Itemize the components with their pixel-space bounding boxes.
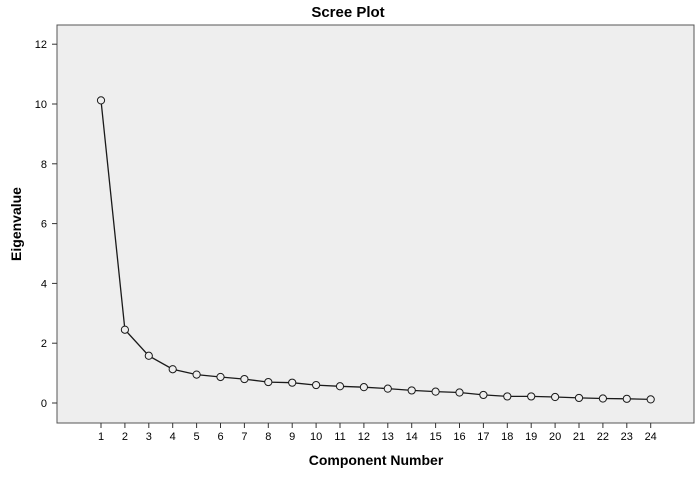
y-tick-label: 0 (41, 398, 47, 410)
data-point (96, 96, 106, 105)
x-tick-label: 23 (621, 431, 633, 443)
data-point (646, 395, 655, 404)
x-axis: 1 2 3 4 5 6 7 8 9 10 11 12 13 14 15 16 17 18 19 20 21 22 23 24 (98, 423, 657, 443)
x-axis-label: Component Number (309, 452, 444, 468)
x-tick-label: 14 (406, 431, 418, 443)
y-tick-label: 4 (41, 278, 47, 290)
y-tick-label: 2 (41, 338, 47, 350)
x-tick-label: 3 (146, 431, 152, 443)
data-point (192, 370, 201, 379)
data-point (144, 351, 153, 360)
data-point (168, 365, 177, 374)
x-tick-label: 5 (194, 431, 200, 443)
y-tick-label: 6 (41, 219, 47, 231)
data-point (288, 378, 297, 387)
data-point (622, 394, 631, 403)
series-points (96, 96, 655, 404)
data-point (120, 325, 130, 334)
data-point (527, 392, 536, 401)
y-tick-label: 8 (41, 159, 47, 171)
data-point (574, 393, 584, 403)
data-point (312, 380, 321, 390)
data-point (598, 394, 608, 403)
plot-area (56, 24, 695, 424)
x-tick-label: 20 (549, 431, 561, 443)
x-tick-label: 24 (645, 431, 657, 443)
x-tick-label: 21 (573, 431, 585, 443)
x-tick-label: 13 (382, 431, 394, 443)
chart-title: Scree Plot (311, 4, 384, 21)
data-point (359, 383, 368, 392)
data-point (431, 387, 440, 396)
data-point (335, 382, 345, 391)
x-tick-label: 22 (597, 431, 609, 443)
y-tick-label: 12 (35, 39, 47, 51)
data-point (383, 384, 392, 393)
x-tick-label: 6 (217, 431, 223, 443)
x-tick-label: 1 (98, 431, 104, 443)
x-tick-label: 15 (429, 431, 441, 443)
data-point (407, 386, 416, 395)
data-point (216, 372, 225, 382)
x-tick-label: 18 (501, 431, 513, 443)
data-point (264, 377, 273, 387)
data-point (551, 392, 560, 402)
data-point (455, 388, 464, 397)
x-tick-label: 10 (310, 431, 322, 443)
y-axis: 0 2 4 6 8 10 12 (35, 39, 57, 410)
x-tick-label: 12 (358, 431, 370, 443)
data-point (240, 374, 249, 384)
data-point (503, 392, 512, 401)
x-tick-label: 8 (265, 431, 271, 443)
y-axis-label: Eigenvalue (8, 187, 24, 261)
x-tick-label: 11 (334, 431, 345, 443)
y-tick-label: 10 (35, 99, 47, 111)
x-tick-label: 9 (289, 431, 295, 443)
x-tick-label: 4 (170, 431, 176, 443)
x-tick-label: 19 (525, 431, 537, 443)
data-point (479, 390, 488, 400)
x-tick-label: 16 (453, 431, 465, 443)
x-tick-label: 17 (477, 431, 489, 443)
x-tick-label: 2 (122, 431, 128, 443)
x-tick-label: 7 (241, 431, 247, 443)
